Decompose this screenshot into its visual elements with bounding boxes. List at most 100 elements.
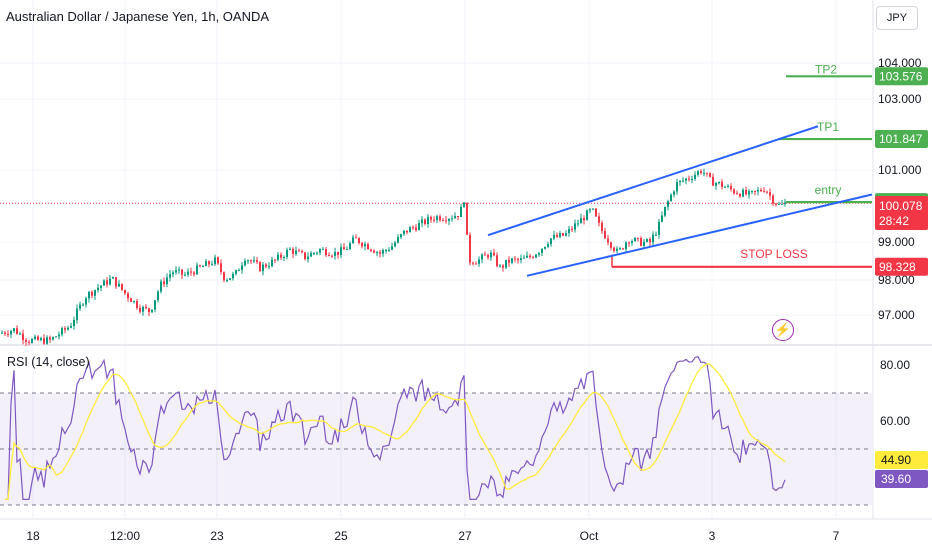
candle-body: [589, 209, 591, 211]
candle-body: [58, 334, 60, 337]
candle-body: [46, 337, 48, 344]
price-tick-label: 103.000: [878, 92, 922, 106]
time-tick-label: 25: [334, 529, 348, 543]
candle-body: [82, 304, 84, 306]
candle-body: [511, 258, 513, 263]
candle-body: [775, 203, 777, 205]
candle-body: [493, 252, 495, 256]
time-tick-label: 7: [833, 529, 840, 543]
candle-body: [739, 194, 741, 197]
candle-body: [709, 173, 711, 177]
candle-body: [667, 201, 669, 207]
time-tick-label: 23: [210, 529, 224, 543]
candle-body: [298, 250, 300, 252]
candle-body: [109, 278, 111, 285]
candle-body: [784, 202, 786, 204]
candle-body: [373, 250, 375, 253]
candle-body: [412, 227, 414, 229]
candle-body: [256, 260, 258, 263]
candle-body: [625, 242, 627, 250]
candle-body: [133, 300, 135, 302]
stop-loss-label: STOP LOSS: [740, 247, 808, 261]
candle-body: [154, 300, 156, 310]
candle-body: [313, 252, 315, 254]
candle-body: [427, 217, 429, 224]
candle-body: [481, 254, 483, 260]
candle-body: [439, 216, 441, 221]
drawing-annotations[interactable]: TP2 TP1 entry STOP LOSS: [487, 62, 873, 277]
rsi-lines: [5, 355, 786, 501]
candle-body: [559, 233, 561, 238]
candle-body: [181, 269, 183, 275]
candle-body: [190, 271, 192, 273]
candle-body: [172, 272, 174, 275]
candle-body: [586, 210, 588, 221]
candle-body: [646, 239, 648, 242]
candle-body: [655, 234, 657, 236]
candle-body: [187, 271, 189, 275]
candle-body: [703, 172, 705, 174]
candle-body: [700, 171, 702, 174]
chart-grid: [0, 0, 932, 520]
candle-body: [616, 248, 618, 251]
candle-body: [268, 266, 270, 268]
candle-body: [742, 189, 744, 197]
candle-body: [436, 216, 438, 221]
candle-body: [721, 181, 723, 187]
candle-body: [529, 255, 531, 258]
candle-body: [34, 336, 36, 340]
candle-body: [757, 189, 759, 192]
candle-body: [70, 326, 72, 328]
candle-body: [652, 234, 654, 243]
lightning-bolt-icon[interactable]: ⚡: [772, 319, 794, 341]
price-tick-label: 97.000: [878, 308, 915, 322]
candle-body: [25, 340, 27, 342]
candle-body: [100, 285, 102, 288]
candle-body: [532, 257, 534, 259]
candle-body: [541, 248, 543, 254]
candle-body: [718, 181, 720, 184]
candle-body: [415, 227, 417, 231]
candle-body: [259, 262, 261, 272]
candle-body: [517, 258, 519, 261]
candle-body: [733, 189, 735, 194]
candle-body: [94, 290, 96, 296]
candle-body: [271, 259, 273, 267]
candle-body: [97, 287, 99, 291]
candle-body: [379, 252, 381, 254]
rsi-ma-value: 44.90: [881, 453, 911, 467]
candle-body: [571, 228, 573, 230]
candle-body: [712, 176, 714, 186]
candle-body: [673, 191, 675, 195]
candle-body: [127, 293, 129, 299]
candle-body: [328, 255, 330, 257]
candle-body: [766, 191, 768, 193]
entry-label: entry: [815, 183, 842, 197]
rsi-line: [5, 355, 786, 500]
currency-button[interactable]: JPY: [876, 6, 918, 30]
tp1-price-label-bg: [875, 130, 928, 149]
candle-body: [751, 190, 753, 192]
candle-body: [697, 171, 699, 175]
candle-body: [370, 249, 372, 251]
candle-body: [640, 238, 642, 246]
candle-body: [760, 189, 762, 192]
candle-body: [118, 283, 120, 287]
stop-loss-price-label-bg: [875, 257, 928, 276]
candle-body: [466, 202, 468, 235]
candle-body: [391, 246, 393, 250]
candle-body: [748, 191, 750, 195]
price-axis: 97.000 98.000 99.000 101.000 103.000 104.000 8…: [878, 56, 922, 428]
candle-body: [103, 280, 105, 286]
candle-body: [433, 219, 435, 221]
rsi-ma-line: [5, 363, 786, 501]
candle-body: [163, 281, 165, 285]
candle-body: [211, 264, 213, 266]
candle-body: [685, 178, 687, 181]
candle-body: [469, 234, 471, 263]
candle-body: [514, 258, 516, 260]
candle-body: [322, 249, 324, 251]
candle-body: [286, 249, 288, 258]
candle-body: [400, 234, 402, 238]
